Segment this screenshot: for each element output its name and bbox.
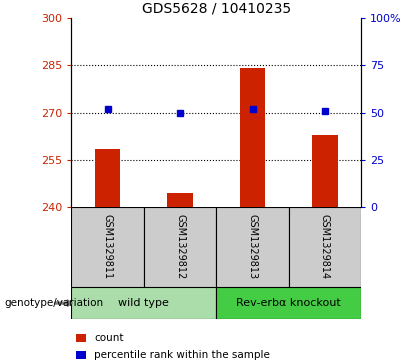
Bar — [71, 287, 216, 319]
Text: GSM1329812: GSM1329812 — [175, 214, 185, 280]
Text: count: count — [94, 333, 124, 343]
Text: GSM1329813: GSM1329813 — [247, 214, 257, 280]
Text: GSM1329814: GSM1329814 — [320, 214, 330, 280]
Bar — [312, 135, 338, 207]
Text: wild type: wild type — [118, 298, 169, 308]
Bar — [71, 207, 144, 287]
Text: percentile rank within the sample: percentile rank within the sample — [94, 350, 270, 360]
Bar — [240, 69, 265, 207]
Bar — [95, 149, 120, 207]
Bar — [144, 207, 216, 287]
Bar — [216, 287, 361, 319]
Text: genotype/variation: genotype/variation — [4, 298, 103, 308]
Title: GDS5628 / 10410235: GDS5628 / 10410235 — [142, 1, 291, 16]
Bar — [216, 207, 289, 287]
Bar — [168, 193, 193, 207]
Text: Rev-erbα knockout: Rev-erbα knockout — [236, 298, 341, 308]
Text: GSM1329811: GSM1329811 — [102, 214, 113, 280]
Bar — [289, 207, 361, 287]
